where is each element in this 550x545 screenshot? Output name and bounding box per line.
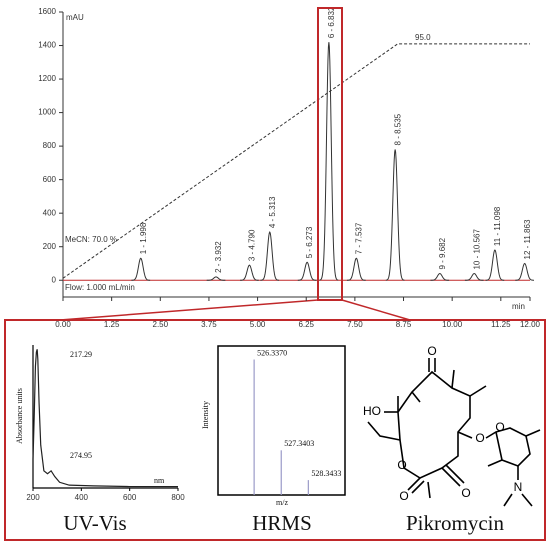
annotation: 217.29 <box>70 350 92 359</box>
gradient-line <box>62 43 530 279</box>
atom-label: O <box>397 458 406 472</box>
atom-label: O <box>495 420 504 434</box>
peak <box>206 276 226 281</box>
bond <box>521 493 533 507</box>
x-tick-label: 8.75 <box>396 320 412 329</box>
y-tick-label: 800 <box>43 141 57 150</box>
x-tick-label: 800 <box>171 493 185 502</box>
bond <box>503 493 513 507</box>
bond <box>411 391 421 403</box>
annotation: MeCN: 70.0 % <box>65 235 117 244</box>
caption: Pikromycin <box>406 511 504 535</box>
bond <box>441 467 461 487</box>
zoom-line <box>59 299 319 321</box>
x-tick-label: 600 <box>123 493 137 502</box>
peak <box>515 262 535 281</box>
atom-label: O <box>399 489 408 503</box>
x-tick-label: 7.50 <box>347 320 363 329</box>
atom-labels: O HO O O O O O N <box>363 344 522 503</box>
zoom-frame <box>4 319 546 541</box>
macrocycle <box>397 370 471 479</box>
annotation: Flow: 1.000 mL/min <box>65 283 135 292</box>
peak-label: 12 - 11.863 <box>523 219 532 259</box>
y-tick-label: 200 <box>43 242 57 251</box>
bond <box>525 429 541 437</box>
peak-label: 7 - 7.537 <box>354 222 363 254</box>
peak-label: 10 - 10.567 <box>472 229 481 270</box>
y-unit-label: mAU <box>66 13 84 22</box>
bond <box>445 464 465 484</box>
bond <box>487 459 503 467</box>
peak-label: 2 - 3.932 <box>214 241 223 273</box>
peak <box>240 264 259 281</box>
bond <box>469 385 487 397</box>
peak <box>260 230 280 281</box>
y-tick-label: 1200 <box>38 74 56 83</box>
ms-peak-label: 526.3370 <box>257 348 287 357</box>
highlight-box <box>317 7 343 301</box>
peak-label: 9 - 9.682 <box>438 237 447 269</box>
x-tick-label: 3.75 <box>201 320 217 329</box>
bond <box>411 480 425 494</box>
peak <box>485 249 505 281</box>
y-tick-label: 600 <box>43 175 57 184</box>
x-axis-label: m/z <box>276 498 288 507</box>
zoom-line <box>341 299 411 321</box>
bond <box>407 477 421 491</box>
atom-label: HO <box>363 404 381 418</box>
bond <box>451 369 455 389</box>
peak <box>430 273 450 281</box>
molecule <box>367 358 541 507</box>
x-tick-label: 200 <box>26 493 40 502</box>
annotation: 95.0 <box>415 33 431 42</box>
peak-label: 4 - 5.313 <box>268 196 277 228</box>
y-axis-label: Absorbance units <box>15 388 24 444</box>
atom-label: O <box>475 431 484 445</box>
peak <box>319 42 339 281</box>
bond <box>427 481 431 499</box>
x-tick-label: 1.25 <box>104 320 120 329</box>
peak-label: 11 - 11.098 <box>493 206 502 246</box>
ms-peak-label: 528.3433 <box>311 469 341 478</box>
annotation: 274.95 <box>70 451 92 460</box>
peak-label: 8 - 8.535 <box>393 113 402 145</box>
sugar-ring <box>485 427 531 467</box>
atom-label: O <box>461 486 470 500</box>
x-tick-label: 6.25 <box>298 320 314 329</box>
y-tick-label: 1000 <box>38 108 56 117</box>
ethyl <box>367 421 401 441</box>
atom-label: N <box>514 480 523 494</box>
x-axis-label: nm <box>154 476 165 485</box>
peak-label: 5 - 6.273 <box>305 226 314 258</box>
peak <box>464 273 484 281</box>
x-tick-label: 10.00 <box>442 320 463 329</box>
y-tick-label: 400 <box>43 208 57 217</box>
x-tick-label: 5.00 <box>250 320 266 329</box>
y-tick-label: 0 <box>52 275 57 284</box>
caption: HRMS <box>252 511 312 535</box>
peak <box>131 257 151 281</box>
peak <box>385 149 405 281</box>
ms-peak-label: 527.3403 <box>284 439 314 448</box>
y-tick-label: 1600 <box>38 7 56 16</box>
x-tick-label: 12.00 <box>520 320 541 329</box>
atom-label: O <box>427 344 436 358</box>
x-tick-label: 2.50 <box>153 320 169 329</box>
peak <box>297 261 317 281</box>
x-unit-label: min <box>512 302 525 311</box>
x-tick-label: 11.25 <box>491 320 511 329</box>
peak-label: 3 - 4.790 <box>248 229 257 261</box>
y-axis-label: Intensity <box>201 401 210 429</box>
peak-label: 6 - 6.832 <box>327 6 336 38</box>
y-tick-label: 1400 <box>38 41 56 50</box>
peak <box>346 257 366 281</box>
bond <box>457 431 473 439</box>
spectrum-line <box>32 349 178 488</box>
x-tick-label: 0.00 <box>55 320 71 329</box>
x-tick-label: 400 <box>75 493 89 502</box>
caption: UV-Vis <box>63 511 126 535</box>
peak-label: 1 - 1.998 <box>139 222 148 254</box>
